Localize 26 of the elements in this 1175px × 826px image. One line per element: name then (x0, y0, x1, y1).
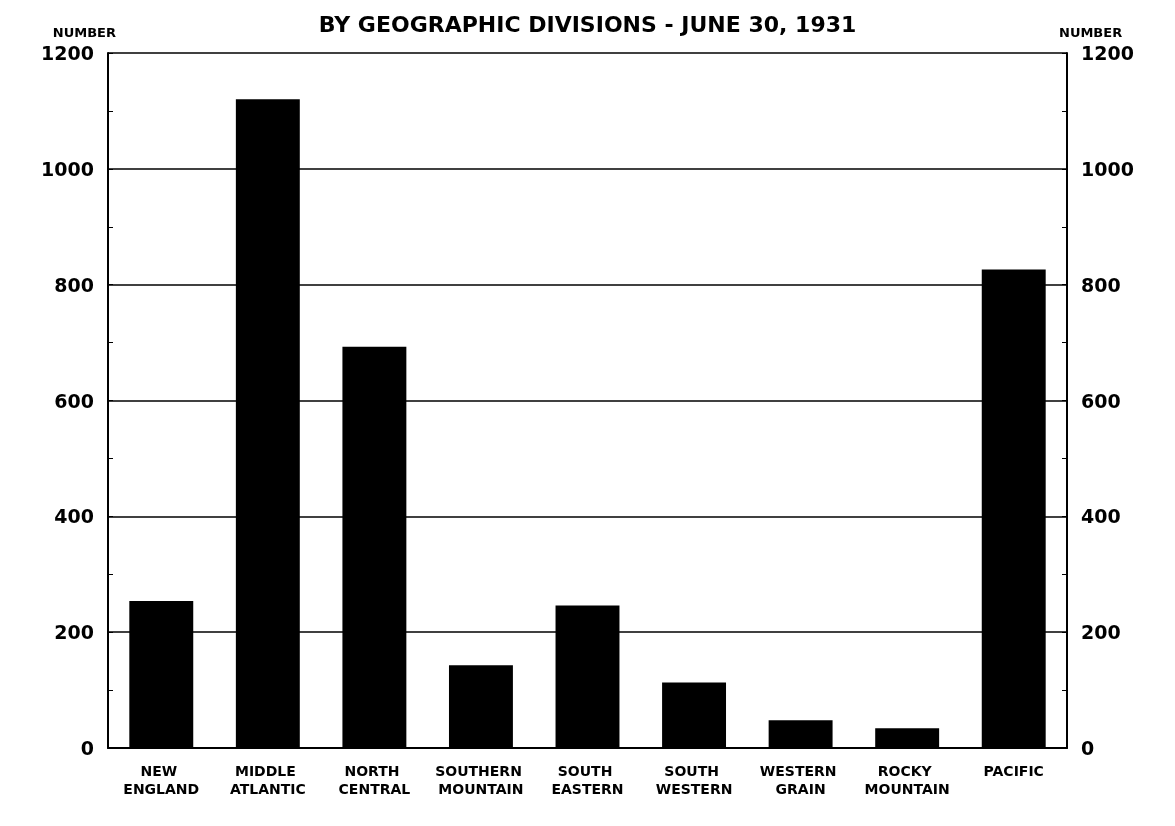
y-tick-label: 800 (54, 273, 94, 296)
x-tick-label: NORTH CENTRAL (338, 763, 411, 797)
y2-tick-label: 800 (1081, 273, 1121, 296)
y-tick-label: 400 (54, 505, 94, 528)
chart-title: BY GEOGRAPHIC DIVISIONS - JUNE 30, 1931 (318, 11, 857, 37)
x-tick-label: SOUTH WESTERN (655, 763, 733, 797)
y2-tick-label: 600 (1081, 389, 1121, 412)
y2-tick-label: 200 (1081, 621, 1121, 644)
y-tick-label: 1200 (41, 42, 94, 64)
x-tick-label: MIDDLE ATLANTIC (229, 763, 306, 797)
y-tick-label: 0 (80, 737, 94, 759)
x-tick-label: ROCKY MOUNTAIN (864, 763, 950, 797)
y-tick-label: 200 (54, 621, 94, 644)
y-tick-label: 1000 (41, 157, 94, 180)
x-tick-label: PACIFIC (983, 763, 1044, 779)
x-tick-label: SOUTHERN MOUNTAIN (435, 763, 527, 797)
y-tick-label: 600 (54, 389, 94, 412)
x-tick-label: WESTERN GRAIN (759, 763, 842, 797)
x-tick-label: NEW ENGLAND (123, 763, 200, 797)
x-tick-label: SOUTH EASTERN (551, 763, 624, 797)
y2-tick-label: 1200 (1081, 42, 1134, 64)
y2-tick-label: 0 (1081, 737, 1095, 759)
y2-tick-label: 400 (1081, 505, 1121, 528)
y2-axis-title: NUMBER (1059, 25, 1123, 40)
y2-tick-label: 1000 (1081, 157, 1134, 180)
y-axis-title: NUMBER (52, 25, 116, 40)
